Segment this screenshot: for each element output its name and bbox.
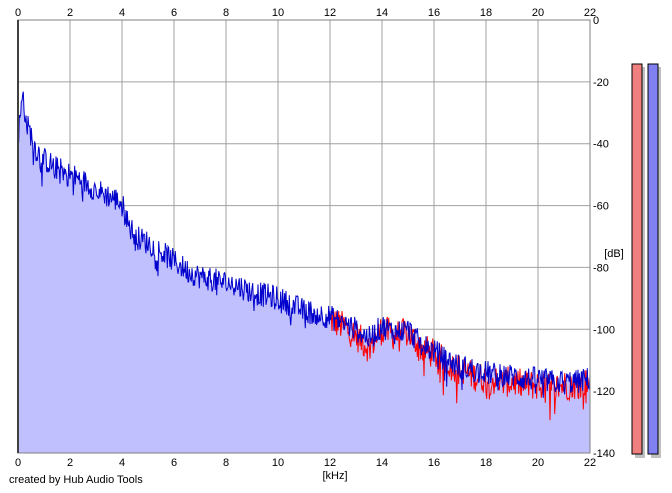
series-line-0: [17, 91, 591, 398]
x-tick-top-5: 10: [272, 7, 284, 19]
x-ticks-bottom: 0 2 4 6 8 10 12 14 16 18 20 22: [15, 457, 596, 469]
plot-frame: [17, 19, 591, 454]
series-fill-0: [18, 91, 590, 453]
y-tick-1: -20: [593, 77, 609, 89]
x-tick-top-10: 20: [532, 7, 544, 19]
x-tick-bottom-10: 20: [532, 457, 544, 469]
x-tick-top-6: 12: [324, 7, 336, 19]
x-tick-bottom-0: 0: [15, 457, 21, 469]
x-tick-bottom-3: 6: [171, 457, 177, 469]
x-tick-bottom-1: 2: [67, 457, 73, 469]
x-tick-bottom-8: 16: [428, 457, 440, 469]
y-tick-0: 0: [593, 15, 599, 27]
y-tick-7: -140: [593, 448, 615, 460]
x-tick-bottom-7: 14: [376, 457, 388, 469]
x-tick-bottom-9: 18: [480, 457, 492, 469]
y-tick-4: -80: [593, 262, 609, 274]
x-tick-top-7: 14: [376, 7, 388, 19]
x-tick-bottom-4: 8: [223, 457, 229, 469]
x-tick-bottom-5: 10: [272, 457, 284, 469]
x-ticks-top: 0 2 4 6 8 10 12 14 16 18 20 22: [15, 7, 596, 19]
y-tick-3: -60: [593, 201, 609, 213]
x-tick-top-4: 8: [223, 7, 229, 19]
y-tick-2: -40: [593, 139, 609, 151]
meter-bar-1: [647, 63, 659, 455]
y-axis-label: [dB]: [604, 248, 624, 260]
x-tick-top-8: 16: [428, 7, 440, 19]
level-meters: [631, 63, 661, 458]
spectrum-lines: [17, 91, 591, 421]
x-tick-top-2: 4: [119, 7, 125, 19]
x-tick-top-0: 0: [15, 7, 21, 19]
spectrum-fill: [18, 91, 590, 453]
x-tick-top-9: 18: [480, 7, 492, 19]
y-tick-5: -100: [593, 324, 615, 336]
y-tick-6: -120: [593, 386, 615, 398]
x-tick-bottom-2: 4: [119, 457, 125, 469]
x-tick-top-11: 22: [584, 7, 596, 19]
x-tick-bottom-6: 12: [324, 457, 336, 469]
credit-text: created by Hub Audio Tools: [9, 474, 143, 486]
meter-bar-0: [631, 63, 643, 455]
y-ticks: 0 -20 -40 -60 -80 -100 -120 -140: [593, 15, 615, 460]
x-tick-bottom-11: 22: [584, 457, 596, 469]
x-tick-top-3: 6: [171, 7, 177, 19]
x-axis-label: [kHz]: [322, 470, 347, 482]
x-tick-top-1: 2: [67, 7, 73, 19]
